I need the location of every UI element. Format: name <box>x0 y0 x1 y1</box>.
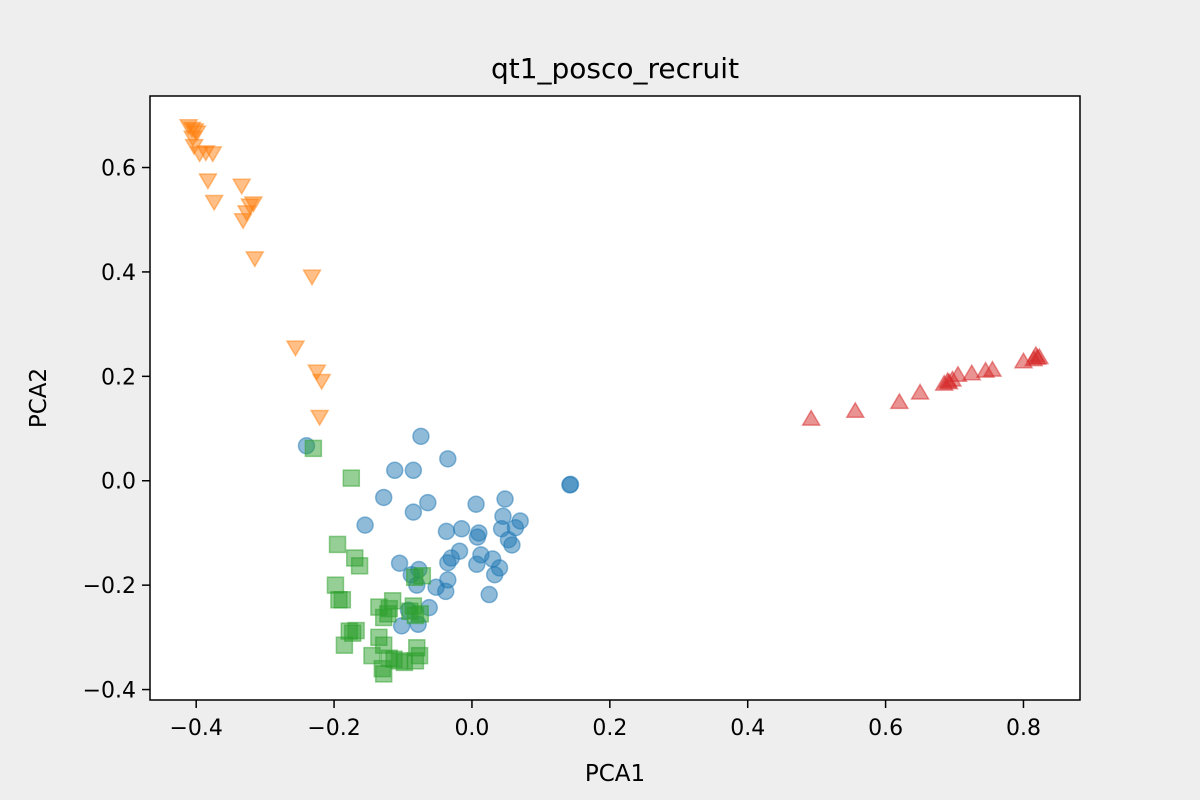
data-point <box>335 636 354 654</box>
data-point <box>198 173 218 191</box>
data-point <box>480 585 498 604</box>
x-tick-label: 0.4 <box>730 716 765 741</box>
data-point <box>307 364 327 382</box>
y-tick-label: −0.4 <box>83 679 136 704</box>
data-point <box>285 340 306 358</box>
data-point <box>182 130 203 148</box>
data-point <box>452 520 471 538</box>
plot-frame <box>149 95 1081 701</box>
data-point <box>408 639 426 657</box>
data-point <box>419 493 437 512</box>
x-tick-label: 0.0 <box>454 716 489 741</box>
data-point <box>350 557 369 575</box>
data-point <box>801 409 821 426</box>
y-axis-ticks: −0.4 −0.2 0.0 0.2 0.4 0.6 <box>83 157 150 704</box>
y-tick-label: 0.4 <box>101 261 136 286</box>
data-point <box>468 555 486 574</box>
x-tick-label: 0.2 <box>592 716 627 741</box>
data-point <box>379 605 397 623</box>
y-tick-label: −0.2 <box>83 574 136 599</box>
data-point <box>961 363 982 381</box>
data-point <box>411 605 429 623</box>
x-tick-label: 0.8 <box>1006 716 1041 741</box>
data-point <box>202 146 223 163</box>
data-point <box>347 621 365 640</box>
y-tick-label: 0.6 <box>101 157 136 182</box>
chart-title: qt1_posco_recruit <box>491 52 739 85</box>
data-point <box>404 503 423 521</box>
data-point <box>309 409 330 427</box>
data-point <box>304 439 323 458</box>
data-point <box>342 469 361 487</box>
data-point <box>356 516 374 534</box>
data-point <box>243 196 264 214</box>
data-point <box>204 194 224 212</box>
data-point <box>302 269 322 287</box>
data-point <box>503 536 521 554</box>
data-points-layer <box>178 119 1050 683</box>
y-tick-label: 0.0 <box>101 470 136 495</box>
data-point <box>326 576 345 594</box>
data-point <box>244 251 265 268</box>
data-point <box>385 461 404 480</box>
series-triangle-up <box>801 345 1050 426</box>
data-point <box>404 461 423 480</box>
data-point <box>363 646 381 665</box>
data-point <box>328 535 347 554</box>
data-point <box>412 427 430 446</box>
data-point <box>231 178 252 196</box>
data-point <box>413 567 432 585</box>
x-axis-label: PCA1 <box>585 761 645 787</box>
data-point <box>485 565 504 584</box>
data-point <box>439 553 457 572</box>
y-axis-label: PCA2 <box>26 368 52 428</box>
data-point <box>437 522 456 541</box>
data-point <box>561 476 579 494</box>
data-point <box>439 450 457 468</box>
data-point <box>982 360 1003 377</box>
plot-area <box>150 96 1080 700</box>
y-tick-label: 0.2 <box>101 365 136 390</box>
data-point <box>311 373 332 391</box>
x-tick-label: 0.6 <box>868 716 903 741</box>
data-point <box>496 490 514 508</box>
data-point <box>374 488 393 507</box>
x-tick-label: −0.2 <box>307 716 360 741</box>
data-point <box>948 365 968 383</box>
data-point <box>467 495 485 513</box>
series-square <box>304 439 432 683</box>
data-point <box>889 392 910 410</box>
series-triangle-down <box>178 119 332 427</box>
data-point <box>390 554 409 572</box>
data-point <box>439 571 457 589</box>
data-point <box>468 528 487 546</box>
x-axis-ticks: −0.4 −0.2 0.0 0.2 0.4 0.6 0.8 <box>169 700 1041 741</box>
data-point <box>374 665 393 683</box>
x-tick-label: −0.4 <box>169 716 222 741</box>
data-point <box>333 591 352 609</box>
data-point <box>845 401 866 419</box>
data-point <box>910 383 930 400</box>
data-point <box>1029 347 1050 365</box>
